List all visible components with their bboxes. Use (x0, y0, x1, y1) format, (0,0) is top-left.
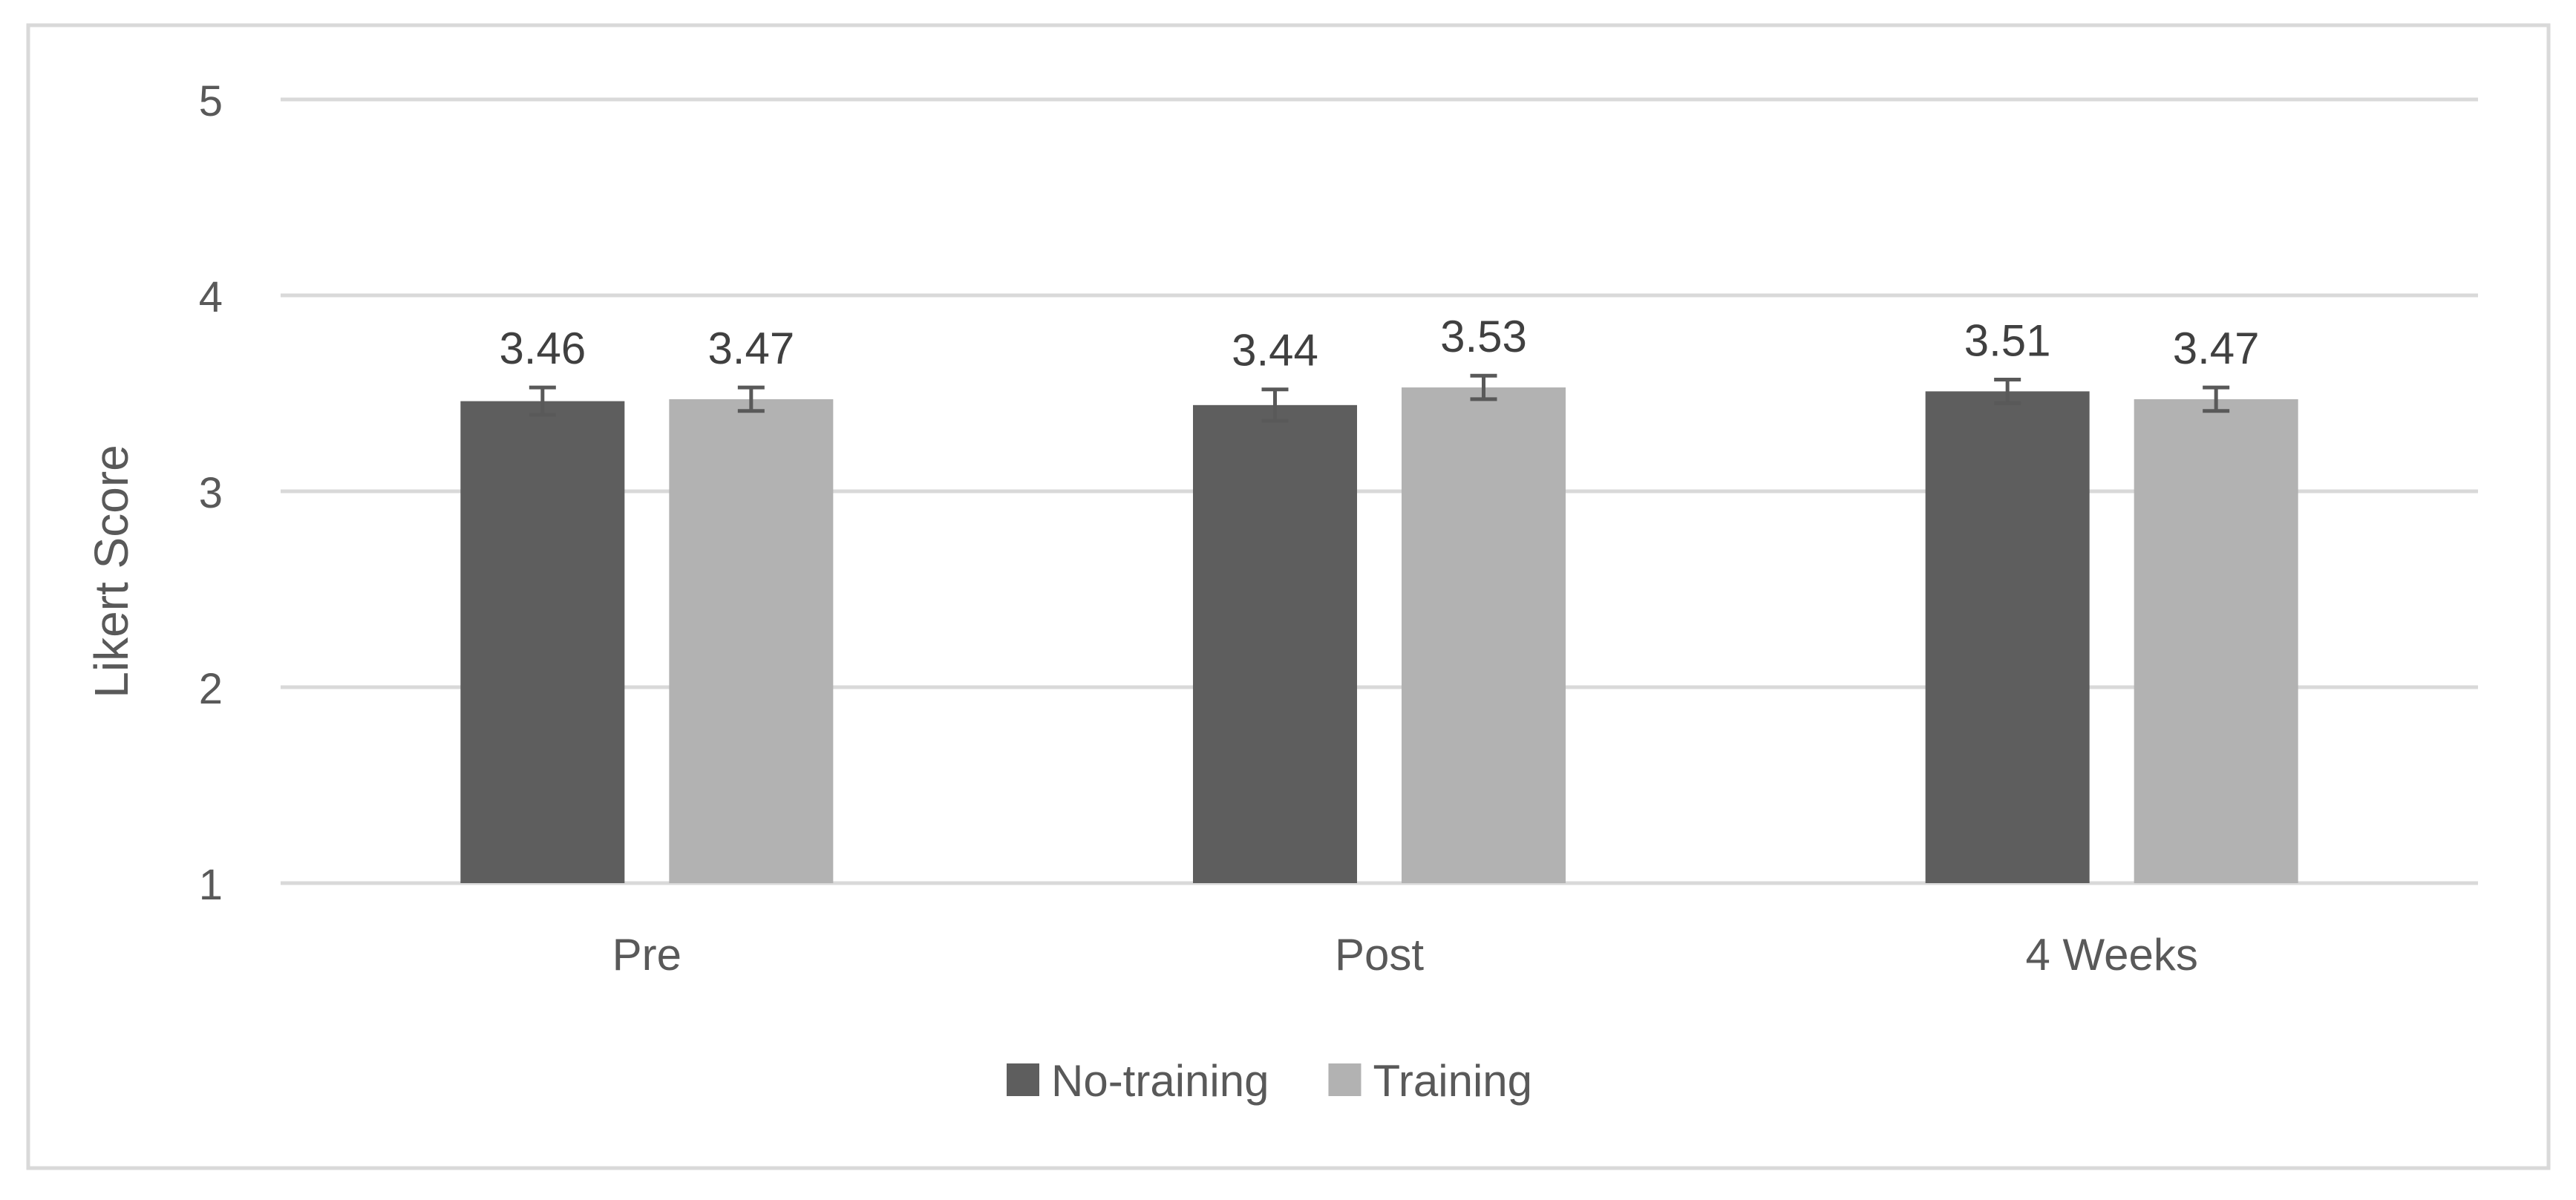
legend: No-training Training (1007, 1056, 1532, 1106)
bar-no-training (1925, 391, 2090, 883)
data-label: 3.44 (1232, 326, 1318, 376)
data-label: 3.46 (499, 324, 586, 373)
legend-label: No-training (1051, 1056, 1269, 1106)
legend-swatch-training (1328, 1063, 1361, 1096)
x-tick-label: Pre (612, 930, 681, 980)
y-tick-label: 5 (199, 77, 223, 125)
gridlines (281, 97, 2478, 885)
bar-training (2134, 399, 2298, 883)
y-tick-label: 2 (199, 665, 223, 713)
bars: 3.46 3.47 3.44 3.53 3.51 3.47 (460, 312, 2298, 883)
y-axis-label: Likert Score (85, 445, 138, 698)
legend-label: Training (1373, 1056, 1532, 1106)
bar-training (1402, 387, 1566, 883)
x-axis-ticks: Pre Post 4 Weeks (612, 930, 2198, 980)
x-tick-label: 4 Weeks (2026, 930, 2198, 980)
data-label: 3.47 (707, 324, 794, 373)
legend-swatch-no-training (1007, 1063, 1039, 1096)
bar-no-training (460, 401, 625, 883)
data-label: 3.47 (2173, 324, 2260, 373)
bar-no-training (1193, 404, 1357, 883)
data-label: 3.53 (1440, 312, 1527, 361)
x-tick-label: Post (1335, 930, 1424, 980)
bar-training (669, 399, 834, 883)
y-axis-ticks: 1 2 3 4 5 (199, 77, 223, 909)
y-tick-label: 4 (199, 273, 223, 321)
data-label: 3.51 (1964, 316, 2051, 366)
y-tick-label: 3 (199, 469, 223, 517)
y-tick-label: 1 (199, 861, 223, 909)
